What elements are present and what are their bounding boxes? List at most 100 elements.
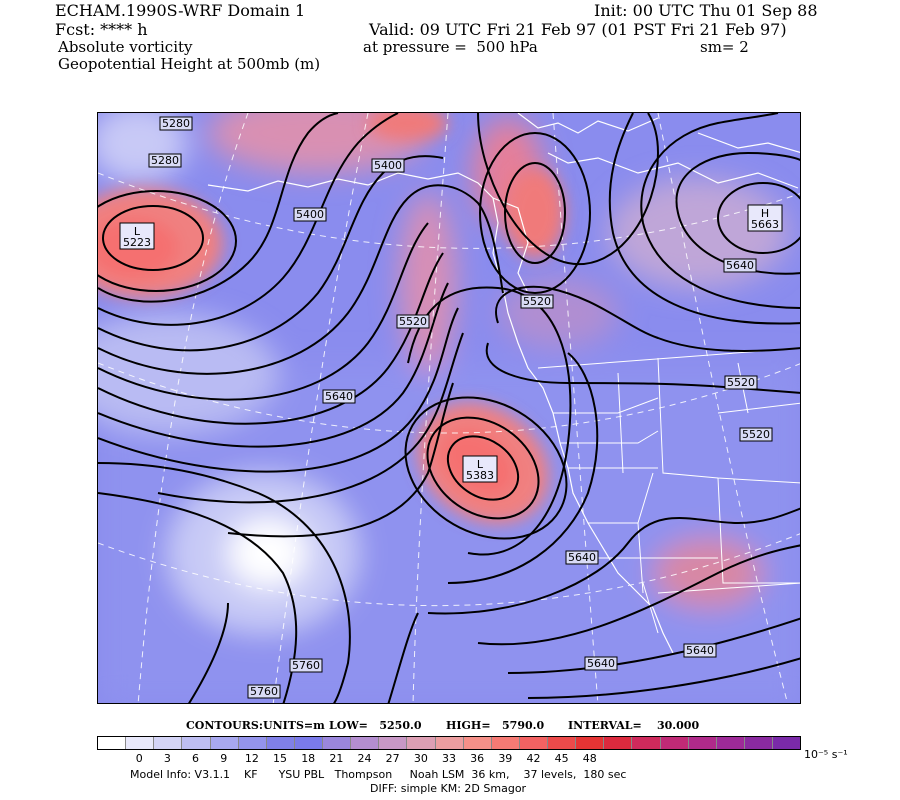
graticule [98,113,800,703]
contour-label: 5640 [723,258,757,273]
svg-text:5640: 5640 [568,551,596,564]
svg-text:5663: 5663 [751,218,779,231]
colorbar-swatch [154,737,183,749]
low-center-central: L 5383 [462,455,498,483]
contour-label: 5400 [371,158,405,173]
colorbar-tick-label: 12 [244,752,259,765]
contour-label: 5640 [584,656,618,671]
svg-text:5520: 5520 [727,376,755,389]
colorbar-swatch [688,737,717,749]
contour-label: 5280 [159,116,193,131]
colorbar-tick-label: 3 [163,752,171,765]
valid-time: Valid: 09 UTC Fri 21 Feb 97 (01 PST Fri … [369,20,787,39]
svg-text:5640: 5640 [587,657,615,670]
svg-text:5280: 5280 [151,154,179,167]
colorbar-swatch [323,737,352,749]
colorbar-swatch [660,737,689,749]
contour-units: UNITS=m [263,719,325,732]
colorbar-tick-label: 18 [301,752,316,765]
contour-labels: 5280 5280 5400 5400 5520 5520 5640 5640 … [148,116,773,699]
colorbar-swatch [491,737,520,749]
colorbar-swatch [379,737,408,749]
height-contours [98,113,800,703]
contour-label: 5640 [565,550,599,565]
contour-label: 5520 [520,294,554,309]
map-panel: 5280 5280 5400 5400 5520 5520 5640 5640 … [97,112,801,704]
colorbar-swatch [716,737,745,749]
field-name-vorticity: Absolute vorticity [58,38,193,56]
svg-text:5383: 5383 [466,469,494,482]
svg-text:5520: 5520 [399,315,427,328]
diff-info: DIFF: simple KM: 2D Smagor [370,782,527,795]
pressure-level: at pressure = 500 hPa [363,38,538,56]
colorbar-swatch [182,737,211,749]
model-title: ECHAM.1990S-WRF Domain 1 [55,1,306,20]
colorbar-tick-label: 9 [220,752,228,765]
coastlines [207,113,800,654]
contour-label: 5640 [322,389,356,404]
colorbar-swatch [576,737,605,749]
colorbar-units: 10⁻⁵ s⁻¹ [804,748,848,761]
svg-text:5400: 5400 [296,208,324,221]
colorbar-swatch [210,737,239,749]
field-name-height: Geopotential Height at 500mb (m) [58,55,321,73]
init-time: Init: 00 UTC Thu 01 Sep 88 [594,1,818,20]
contour-low: LOW= 5250.0 [329,719,422,732]
colorbar-swatch [266,737,295,749]
contour-label: 5760 [247,684,281,699]
colorbar-swatch [407,737,436,749]
colorbar-swatch [604,737,633,749]
contour-label: 5400 [293,207,327,222]
svg-text:5640: 5640 [686,644,714,657]
contour-label: 5520 [724,375,758,390]
contour-label: 5520 [396,314,430,329]
colorbar-swatch [238,737,267,749]
low-center-west: L 5223 [119,222,155,250]
svg-text:5760: 5760 [292,659,320,672]
contour-label: 5640 [683,643,717,658]
model-info: Model Info: V3.1.1 KF YSU PBL Thompson N… [130,768,627,781]
svg-text:L: L [134,225,141,238]
colorbar-tick-label: 48 [582,752,597,765]
svg-text:5223: 5223 [123,236,151,249]
svg-text:L: L [477,458,484,471]
colorbar-tick-label: 15 [273,752,288,765]
colorbar-tick-label: 24 [357,752,372,765]
forecast-hour: Fcst: **** h [55,20,148,39]
colorbar-swatch [126,737,155,749]
smoothing: sm= 2 [700,38,749,56]
colorbar-tick-label: 45 [554,752,569,765]
contour-high: HIGH= 5790.0 [446,719,545,732]
colorbar-tick-label: 0 [135,752,143,765]
colorbar-tick-label: 42 [526,752,541,765]
colorbar-swatch [632,737,661,749]
svg-text:H: H [761,207,769,220]
colorbar-swatch [294,737,323,749]
svg-text:5640: 5640 [325,390,353,403]
colorbar-swatch [98,737,127,749]
colorbar [97,736,801,750]
high-center-northeast: H 5663 [747,204,783,232]
contours-label: CONTOURS: [186,719,263,732]
colorbar-swatch [548,737,577,749]
colorbar-swatch [463,737,492,749]
contour-interval: INTERVAL= 30.000 [568,719,700,732]
colorbar-swatch [351,737,380,749]
colorbar-swatch [773,737,801,749]
colorbar-tick-label: 30 [413,752,428,765]
svg-text:5400: 5400 [374,159,402,172]
contour-label: 5760 [289,658,323,673]
colorbar-tick-label: 33 [442,752,456,765]
colorbar-tick-label: 27 [385,752,400,765]
colorbar-swatch [435,737,464,749]
map-canvas: 5280 5280 5400 5400 5520 5520 5640 5640 … [98,113,800,703]
contour-label: 5280 [148,153,182,168]
svg-text:5760: 5760 [250,685,278,698]
colorbar-swatch [519,737,548,749]
svg-text:5640: 5640 [726,259,754,272]
contour-label: 5520 [739,427,773,442]
colorbar-ticks: 0 3 6 9 12 15 18 21 24 27 30 33 36 39 42 45 48 [97,752,801,766]
colorbar-tick-label: 39 [498,752,513,765]
svg-text:5520: 5520 [742,428,770,441]
colorbar-tick-label: 6 [192,752,200,765]
